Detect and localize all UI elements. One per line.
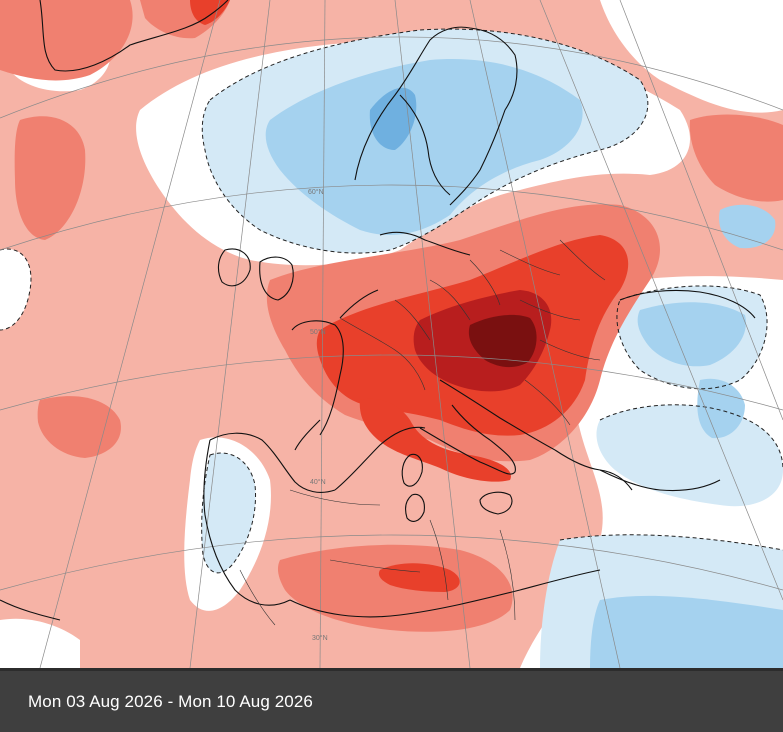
map-canvas: 60°N 50°N 40°N 30°N	[0, 0, 783, 668]
graticule	[0, 0, 783, 668]
latitude-label-40: 40°N	[310, 478, 326, 486]
latitude-labels: 60°N 50°N 40°N 30°N	[308, 188, 328, 642]
temperature-anomaly-map: 60°N 50°N 40°N 30°N	[0, 0, 783, 668]
cool-regions	[201, 29, 783, 668]
zero-contours	[0, 28, 783, 574]
latitude-label-60: 60°N	[308, 188, 324, 196]
date-range-caption: Mon 03 Aug 2026 - Mon 10 Aug 2026	[28, 692, 313, 711]
latitude-label-50: 50°N	[310, 328, 326, 336]
coastlines	[0, 0, 756, 621]
country-borders	[239, 239, 606, 626]
latitude-label-30: 30°N	[312, 634, 328, 642]
caption-bar: Mon 03 Aug 2026 - Mon 10 Aug 2026	[0, 668, 783, 732]
warm-regions	[0, 0, 783, 632]
